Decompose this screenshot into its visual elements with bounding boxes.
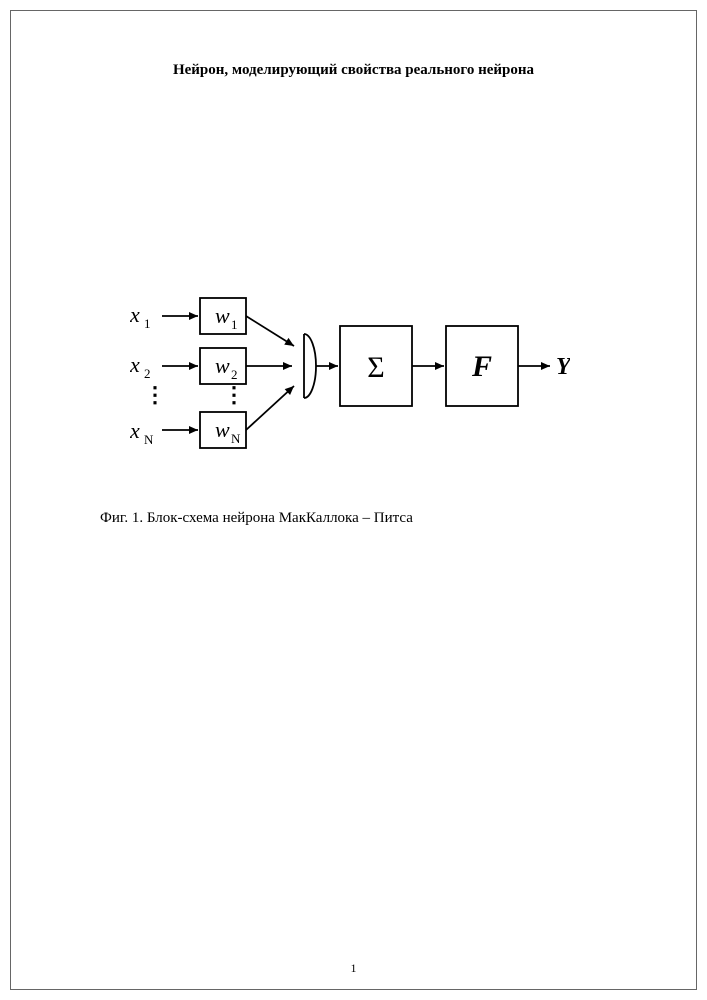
svg-text:N: N: [144, 432, 154, 447]
svg-text:w: w: [215, 353, 230, 378]
svg-text:1: 1: [144, 316, 151, 331]
svg-text:w: w: [215, 303, 230, 328]
svg-text:x: x: [130, 302, 140, 327]
figure-caption: Фиг. 1. Блок-схема нейрона МакКаллока – …: [100, 510, 413, 527]
page-border: [10, 10, 697, 990]
svg-text:⋮: ⋮: [144, 382, 166, 407]
page-title: Нейрон, моделирующий свойства реального …: [0, 62, 707, 79]
svg-text:⋮: ⋮: [223, 382, 245, 407]
svg-text:F: F: [471, 350, 492, 383]
svg-text:w: w: [215, 417, 230, 442]
svg-text:x: x: [130, 418, 140, 443]
svg-text:1: 1: [231, 317, 238, 332]
svg-text:x: x: [130, 352, 140, 377]
svg-text:Σ: Σ: [367, 351, 384, 384]
neuron-diagram: x1x2xN⋮w1w2wN⋮ΣFY: [130, 290, 570, 460]
diagram-svg: x1x2xN⋮w1w2wN⋮ΣFY: [130, 290, 570, 460]
svg-text:Y: Y: [556, 354, 570, 380]
svg-text:N: N: [231, 431, 241, 446]
svg-text:2: 2: [144, 366, 151, 381]
page-number: 1: [0, 961, 707, 976]
svg-text:2: 2: [231, 367, 238, 382]
